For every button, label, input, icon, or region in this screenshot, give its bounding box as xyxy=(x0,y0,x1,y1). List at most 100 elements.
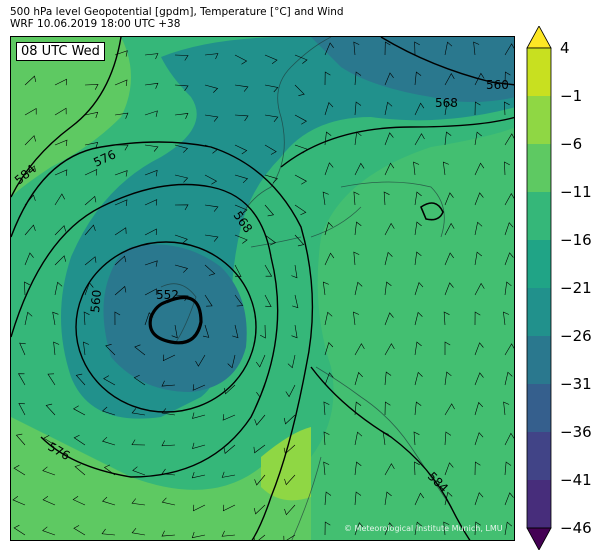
wind-barb xyxy=(204,144,218,154)
wind-barb xyxy=(259,324,266,339)
wind-barb xyxy=(291,264,298,279)
wind-barb xyxy=(144,53,159,60)
colorbar-tick-label: −11 xyxy=(560,183,592,201)
wind-barb xyxy=(24,165,37,176)
wind-barb xyxy=(234,174,249,184)
wind-barb xyxy=(384,162,395,176)
wind-barb xyxy=(414,133,425,146)
wind-barb xyxy=(444,72,455,86)
wind-barb xyxy=(54,281,63,296)
wind-barb xyxy=(144,312,154,326)
wind-barb xyxy=(442,161,449,176)
wind-barb xyxy=(414,282,424,296)
wind-barb xyxy=(83,311,90,326)
wind-barb xyxy=(54,139,68,147)
wind-barb xyxy=(131,439,146,446)
colorbar-tick-label: −36 xyxy=(560,423,592,441)
wind-barb xyxy=(504,43,514,56)
wind-barb xyxy=(84,224,96,236)
wind-barb xyxy=(354,522,364,536)
wind-barb xyxy=(174,144,189,153)
contour-label: 568 xyxy=(231,209,256,236)
wind-barb xyxy=(253,504,266,515)
wind-barb xyxy=(324,521,331,536)
contour-label-layer: 560 568 576 584 552 560 568 576 584 xyxy=(12,78,509,495)
wind-barb xyxy=(24,252,34,266)
wind-barb xyxy=(444,131,452,146)
wind-barb xyxy=(133,374,146,386)
wind-barb xyxy=(103,375,116,386)
wind-barb xyxy=(18,403,26,416)
wind-barb xyxy=(444,282,454,296)
wind-barb xyxy=(384,101,393,116)
wind-barb xyxy=(43,435,56,446)
wind-barb xyxy=(114,112,129,119)
wind-barb xyxy=(285,384,296,398)
wind-barb xyxy=(144,199,158,206)
wind-barb xyxy=(504,252,514,266)
wind-barb xyxy=(192,442,206,450)
wind-barb xyxy=(144,169,158,177)
colorbar xyxy=(526,26,552,550)
wind-barb xyxy=(204,294,213,307)
colorbar-tick-label: −41 xyxy=(560,471,592,489)
wind-barb xyxy=(294,54,308,64)
wind-barb xyxy=(204,234,219,242)
wind-barb xyxy=(161,380,176,387)
coastlines xyxy=(160,37,452,540)
wind-barb xyxy=(354,431,363,446)
temperature-field-warm-east xyxy=(311,127,514,540)
wind-barb xyxy=(504,133,514,146)
colorbar-segment xyxy=(527,288,551,337)
wind-barb xyxy=(232,324,239,339)
wind-barb xyxy=(192,384,206,391)
wind-barb xyxy=(291,324,298,339)
wind-barb xyxy=(255,354,266,368)
wind-barb xyxy=(324,42,334,56)
wind-barb xyxy=(102,496,116,506)
contour-label: 568 xyxy=(435,96,458,110)
wind-barb xyxy=(383,191,390,206)
wind-barb xyxy=(223,384,236,395)
wind-barb xyxy=(474,492,484,506)
wind-barb xyxy=(73,525,86,536)
wind-barb xyxy=(161,408,176,416)
wind-barb xyxy=(354,221,362,236)
wind-barb xyxy=(444,341,451,355)
wind-barb xyxy=(414,341,422,356)
wind-barb xyxy=(144,82,159,89)
wind-barb xyxy=(54,193,65,206)
wind-barb xyxy=(13,524,26,536)
wind-barb xyxy=(54,255,66,266)
wind-barb xyxy=(54,169,68,176)
contour-label: 560 xyxy=(88,289,104,313)
wind-barb xyxy=(42,466,56,476)
wind-barb xyxy=(353,311,360,326)
colorbar-segment xyxy=(527,336,551,385)
wind-barb xyxy=(413,161,420,176)
colorbar-tick-label: −21 xyxy=(560,279,592,297)
wind-barb xyxy=(444,192,454,206)
wind-barb xyxy=(283,414,296,425)
wind-barb xyxy=(52,311,59,326)
wind-barb xyxy=(15,433,26,446)
wind-barb xyxy=(13,465,26,476)
wind-barb xyxy=(284,504,296,516)
wind-barb xyxy=(12,496,26,506)
contour-label: 552 xyxy=(156,288,179,302)
wind-barb xyxy=(384,343,395,356)
wind-barb xyxy=(414,311,423,326)
wind-barb xyxy=(54,78,67,86)
wind-barb xyxy=(504,343,514,356)
wind-barb xyxy=(292,294,299,309)
wind-barb xyxy=(234,144,248,155)
wind-barb xyxy=(324,342,334,356)
wind-barb xyxy=(384,281,392,296)
wind-barb xyxy=(103,464,116,476)
wind-barb xyxy=(24,194,36,206)
wind-barb xyxy=(504,281,512,296)
wind-barb xyxy=(504,432,514,446)
wind-barb xyxy=(323,461,330,476)
wind-barb xyxy=(222,414,236,421)
wind-barb xyxy=(131,498,146,506)
